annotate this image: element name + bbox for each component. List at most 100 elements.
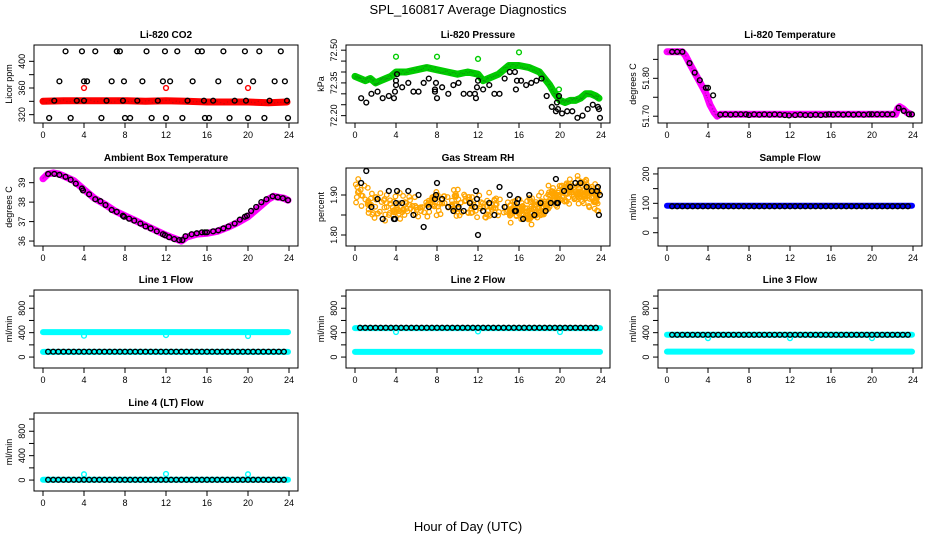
data-point — [358, 76, 360, 79]
data-point — [491, 90, 498, 97]
data-point — [80, 471, 88, 478]
data-point — [456, 75, 459, 77]
data-point — [904, 203, 911, 210]
x-tick-label: 0 — [40, 498, 45, 508]
data-point — [379, 78, 382, 80]
x-tick-label: 16 — [202, 130, 212, 140]
data-point — [506, 209, 513, 216]
data-point — [86, 98, 89, 101]
data-point — [359, 192, 366, 199]
x-tick-label: 0 — [664, 130, 669, 140]
data-point — [552, 90, 554, 93]
series-hourly — [669, 331, 911, 338]
data-point — [701, 86, 703, 88]
data-point — [448, 72, 450, 74]
data-point — [403, 73, 406, 75]
data-point — [279, 195, 286, 202]
data-point — [716, 113, 718, 116]
data-point — [405, 71, 407, 73]
data-point — [548, 83, 550, 86]
data-point — [365, 79, 367, 81]
data-point — [83, 101, 85, 103]
data-point — [577, 179, 584, 187]
x-tick-label: 20 — [867, 130, 877, 140]
data-point — [90, 99, 92, 101]
data-point — [465, 196, 472, 203]
data-point — [455, 79, 462, 87]
data-point — [387, 200, 394, 207]
data-point — [506, 212, 513, 219]
data-point — [473, 195, 481, 203]
y-axis-label: ml/min — [316, 316, 326, 343]
data-point — [474, 328, 482, 335]
data-point — [379, 215, 386, 223]
x-tick-label: 16 — [514, 130, 524, 140]
data-point — [371, 79, 373, 81]
y-tick-label: 0 — [641, 230, 651, 235]
data-point — [44, 175, 46, 177]
data-point — [589, 94, 591, 96]
data-point — [220, 225, 227, 232]
data-point — [566, 101, 569, 103]
data-point — [59, 100, 61, 102]
x-tick-label: 24 — [596, 130, 606, 140]
data-point — [176, 236, 183, 244]
data-point — [523, 81, 530, 89]
x-tick-label: 8 — [122, 498, 127, 508]
y-tick-label: 800 — [641, 301, 651, 316]
x-tick-label: 24 — [284, 498, 294, 508]
x-tick-label: 8 — [434, 130, 439, 140]
data-point — [699, 79, 701, 82]
data-point — [560, 101, 562, 104]
data-point — [591, 94, 594, 97]
data-point — [685, 55, 687, 57]
data-point — [281, 78, 289, 85]
data-point — [179, 236, 186, 244]
x-tick-label: 16 — [826, 130, 836, 140]
data-point — [230, 99, 232, 102]
data-point — [385, 77, 388, 79]
data-point — [580, 98, 583, 100]
data-point — [113, 208, 120, 215]
y-tick-label: 400 — [17, 448, 27, 463]
data-point — [258, 199, 265, 206]
data-point — [159, 78, 167, 85]
data-point — [566, 100, 568, 102]
series-line — [39, 169, 292, 245]
data-point — [179, 114, 186, 122]
data-point — [538, 69, 541, 71]
data-point — [280, 348, 287, 355]
data-point — [450, 207, 457, 215]
data-point — [91, 195, 94, 197]
data-point — [266, 198, 268, 200]
data-point — [110, 101, 113, 104]
data-point — [108, 206, 115, 214]
data-point — [466, 199, 473, 207]
data-point — [433, 53, 441, 60]
data-point — [526, 191, 533, 199]
data-point — [391, 76, 393, 78]
data-point — [148, 114, 155, 122]
data-point — [548, 103, 555, 111]
data-point — [162, 332, 170, 339]
data-point — [415, 88, 422, 95]
series-raw — [352, 172, 602, 228]
x-tick-label: 12 — [161, 253, 171, 263]
data-point — [561, 100, 563, 102]
data-point — [81, 188, 83, 191]
panel-title: Line 4 (LT) Flow — [128, 398, 204, 409]
data-point — [460, 207, 467, 215]
data-point — [526, 195, 533, 202]
data-point — [400, 192, 406, 199]
data-point — [390, 75, 392, 77]
data-point — [896, 107, 899, 110]
data-point — [252, 213, 254, 215]
data-point — [358, 95, 365, 102]
data-point — [789, 114, 791, 116]
data-point — [564, 108, 571, 115]
data-point — [368, 90, 375, 97]
series-raw — [663, 48, 915, 120]
data-point — [530, 65, 532, 68]
data-point — [695, 75, 697, 77]
data-point — [897, 107, 900, 109]
